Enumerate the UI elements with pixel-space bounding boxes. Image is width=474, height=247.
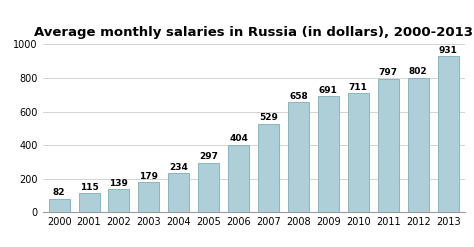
Bar — [258, 124, 279, 212]
Text: 931: 931 — [438, 46, 457, 55]
Text: 658: 658 — [289, 92, 308, 101]
Text: 691: 691 — [319, 86, 338, 95]
Bar — [49, 199, 70, 212]
Bar — [138, 182, 159, 212]
Bar — [378, 79, 399, 212]
Bar — [438, 56, 458, 212]
Bar — [168, 173, 189, 212]
Text: 234: 234 — [169, 163, 188, 172]
Text: 139: 139 — [109, 179, 128, 188]
Bar — [228, 144, 249, 212]
Text: 179: 179 — [139, 172, 158, 181]
Bar — [288, 102, 309, 212]
Bar — [408, 78, 428, 212]
Text: 711: 711 — [349, 83, 368, 92]
Text: 802: 802 — [409, 67, 428, 76]
Text: 797: 797 — [379, 68, 398, 77]
Bar — [79, 193, 100, 212]
Title: Average monthly salaries in Russia (in dollars), 2000-2013: Average monthly salaries in Russia (in d… — [34, 26, 473, 39]
Text: 82: 82 — [53, 188, 65, 197]
Text: 529: 529 — [259, 113, 278, 122]
Text: 404: 404 — [229, 134, 248, 143]
Bar — [109, 189, 129, 212]
Text: 115: 115 — [80, 183, 99, 192]
Bar — [348, 93, 369, 212]
Bar — [198, 163, 219, 212]
Bar — [318, 96, 339, 212]
Text: 297: 297 — [199, 152, 218, 161]
